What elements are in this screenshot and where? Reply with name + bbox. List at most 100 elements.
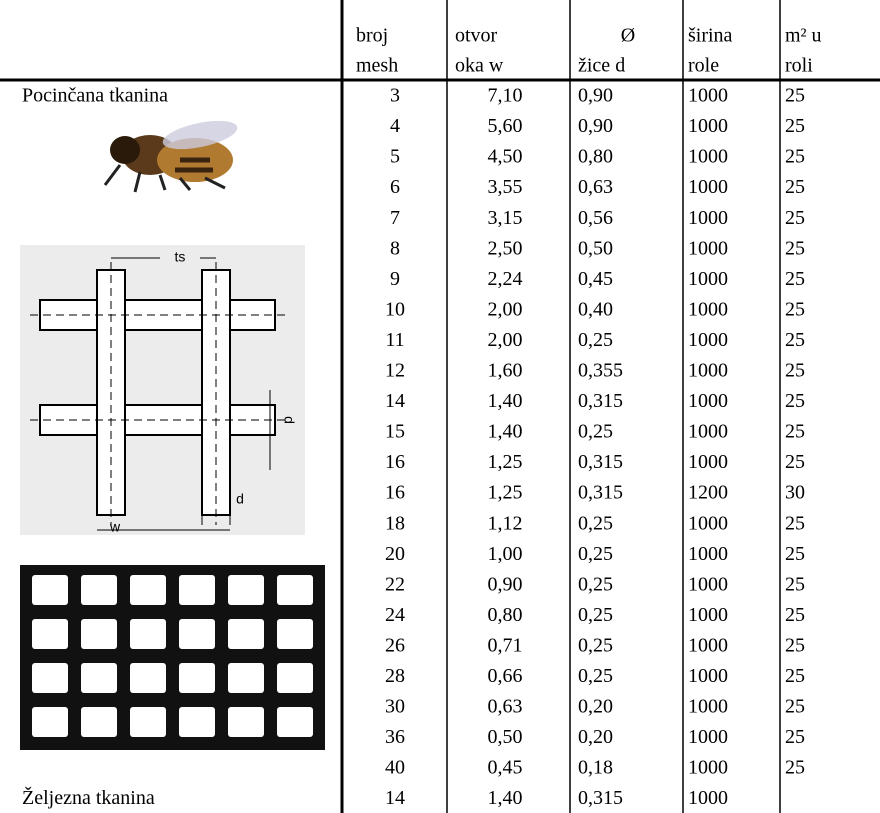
table-cell: 10 <box>385 298 405 320</box>
section-label: Pocinčana tkanina <box>22 85 168 107</box>
table-cell: 5,60 <box>488 115 523 137</box>
table-cell: 2,50 <box>488 237 523 259</box>
table-cell: 15 <box>385 421 405 443</box>
header-cell: broj <box>356 25 388 47</box>
table-cell: 11 <box>385 329 404 351</box>
table-cell: 0,25 <box>578 634 613 656</box>
table-cell: 0,50 <box>488 726 523 748</box>
weave-diagram <box>20 245 305 535</box>
mesh-opening <box>228 663 264 693</box>
table-cell: 1000 <box>688 268 728 290</box>
table-cell: 0,66 <box>488 665 523 687</box>
table-cell: 1000 <box>688 787 728 809</box>
table-cell: 30 <box>785 482 805 504</box>
table-cell: 1000 <box>688 573 728 595</box>
mesh-opening <box>32 619 68 649</box>
table-cell: 0,25 <box>578 421 613 443</box>
table-cell: 0,50 <box>578 237 613 259</box>
table-cell: 4,50 <box>488 146 523 168</box>
table-cell: 3,55 <box>488 176 523 198</box>
header-cell: roli <box>785 55 813 77</box>
table-cell: 0,25 <box>578 543 613 565</box>
table-cell: 0,90 <box>578 85 613 107</box>
mesh-image <box>20 565 325 750</box>
table-cell: 1000 <box>688 604 728 626</box>
table-cell: 0,315 <box>578 482 623 504</box>
table-cell: 1000 <box>688 665 728 687</box>
mesh-opening <box>32 575 68 605</box>
table-cell: 3 <box>390 85 400 107</box>
table-cell: 2,00 <box>488 329 523 351</box>
table-cell: 25 <box>785 176 805 198</box>
table-cell: 8 <box>390 237 400 259</box>
mesh-opening <box>179 663 215 693</box>
mesh-opening <box>277 619 313 649</box>
table-cell: 1000 <box>688 360 728 382</box>
header-cell: mesh <box>356 55 398 77</box>
table-cell: 1,40 <box>488 390 523 412</box>
table-cell: 0,25 <box>578 329 613 351</box>
table-cell: 0,80 <box>578 146 613 168</box>
table-cell: 25 <box>785 115 805 137</box>
table-cell: 1000 <box>688 85 728 107</box>
mesh-opening <box>81 575 117 605</box>
table-cell: 16 <box>385 451 405 473</box>
table-cell: 1,25 <box>488 482 523 504</box>
table-cell: 36 <box>385 726 405 748</box>
table-cell: 0,25 <box>578 573 613 595</box>
mesh-opening <box>179 575 215 605</box>
table-cell: 0,90 <box>488 573 523 595</box>
mesh-opening <box>179 619 215 649</box>
table-cell: 25 <box>785 543 805 565</box>
table-cell: 25 <box>785 757 805 779</box>
table-cell: 0,315 <box>578 451 623 473</box>
table-cell: 2,24 <box>488 268 523 290</box>
header-cell: otvor <box>455 25 498 47</box>
table-cell: 25 <box>785 573 805 595</box>
table-cell: 12 <box>385 360 405 382</box>
mesh-opening <box>130 707 166 737</box>
table-cell: 1000 <box>688 696 728 718</box>
table-cell: 1000 <box>688 726 728 748</box>
table-cell: 1,12 <box>488 512 523 534</box>
table-cell: 2,00 <box>488 298 523 320</box>
table-cell: 40 <box>385 757 405 779</box>
mesh-opening <box>81 663 117 693</box>
header-cell: širina <box>688 25 733 47</box>
table-cell: 0,20 <box>578 726 613 748</box>
section-label: Željezna tkanina <box>22 786 155 809</box>
table-cell: 1,00 <box>488 543 523 565</box>
header-cell: role <box>688 55 719 77</box>
mesh-opening <box>277 663 313 693</box>
table-cell: 0,90 <box>578 115 613 137</box>
mesh-opening <box>32 663 68 693</box>
table-cell: 7 <box>390 207 400 229</box>
table-cell: 14 <box>385 390 405 412</box>
header-cell: m² u <box>785 25 822 47</box>
header-cell: žice d <box>578 55 625 77</box>
table-cell: 25 <box>785 726 805 748</box>
table-cell: 20 <box>385 543 405 565</box>
table-cell: 0,315 <box>578 787 623 809</box>
table-cell: 1,60 <box>488 360 523 382</box>
table-cell: 0,56 <box>578 207 613 229</box>
table-cell: 0,71 <box>488 634 523 656</box>
table-cell: 22 <box>385 573 405 595</box>
table-cell: 25 <box>785 634 805 656</box>
table-cell: 0,63 <box>578 176 613 198</box>
table-cell: 25 <box>785 237 805 259</box>
mesh-opening <box>32 707 68 737</box>
table-cell: 30 <box>385 696 405 718</box>
table-cell: 1000 <box>688 176 728 198</box>
table-cell: 0,45 <box>488 757 523 779</box>
table-cell: 25 <box>785 421 805 443</box>
table-cell: 16 <box>385 482 405 504</box>
table-cell: 25 <box>785 268 805 290</box>
table-cell: 1000 <box>688 298 728 320</box>
table-cell: 1,25 <box>488 451 523 473</box>
table-cell: 3,15 <box>488 207 523 229</box>
table-cell: 25 <box>785 360 805 382</box>
table-cell: 25 <box>785 512 805 534</box>
table-cell: 1000 <box>688 634 728 656</box>
